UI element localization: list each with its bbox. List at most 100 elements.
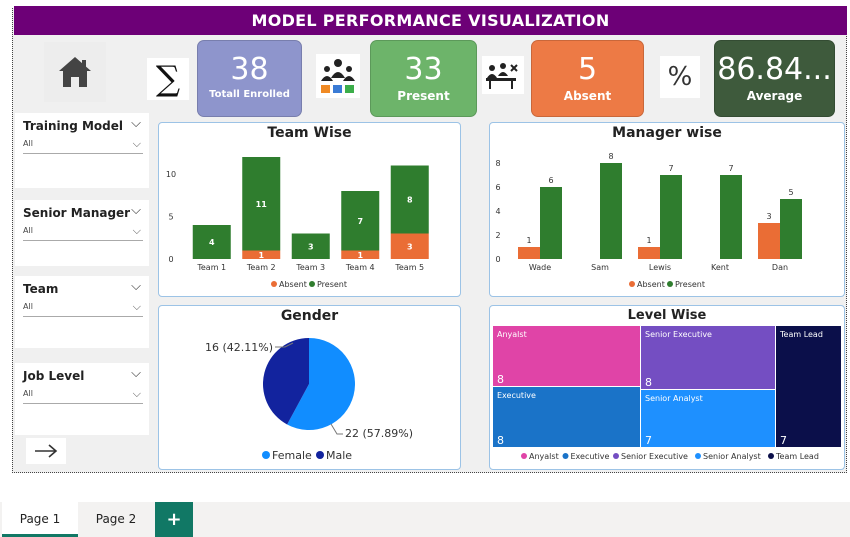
tile-value: 8 <box>497 434 504 447</box>
data-label: 8 <box>407 196 413 205</box>
data-label: 1 <box>526 236 531 245</box>
data-label: 7 <box>357 217 363 226</box>
people-chart-icon <box>316 54 360 98</box>
data-label: 1 <box>646 236 651 245</box>
slice-label: 16 (42.11%) <box>205 341 273 354</box>
slicer-value: All <box>23 226 33 235</box>
gender-pie-svg: 22 (57.89%) 16 (42.11%) Female Male <box>205 338 413 462</box>
tile-label: Executive <box>497 391 536 400</box>
slicer-job-level[interactable]: Job Level ⌵ All ⌵ <box>15 363 149 435</box>
legend-marker <box>521 453 527 459</box>
slicer-dropdown[interactable]: All ⌵ <box>23 137 143 154</box>
tile-value: 7 <box>645 434 652 447</box>
slicer-dropdown[interactable]: All ⌵ <box>23 224 143 241</box>
x-tick-label: Lewis <box>649 263 671 272</box>
y-tick-label: 2 <box>495 231 500 240</box>
bar-absent <box>518 247 540 259</box>
data-label: 11 <box>256 200 268 209</box>
bar-absent <box>390 233 429 259</box>
bar-present <box>341 191 380 251</box>
level-treemap-svg: Anyalst 8 Executive 8 Senior Executive 8 Senio… <box>493 326 841 461</box>
bar-absent <box>341 250 380 259</box>
data-label: 3 <box>407 242 413 251</box>
tab-page-1[interactable]: Page 1 <box>2 502 78 537</box>
kpi-label: Average <box>746 89 803 103</box>
legend-label: Anyalst <box>529 452 559 461</box>
legend-marker <box>309 281 315 287</box>
chevron-down-icon[interactable]: ⌵ <box>131 279 141 294</box>
legend-label: Male <box>326 449 352 462</box>
x-tick-label: Sam <box>591 263 609 272</box>
page-tabs-bar: Page 1 Page 2 + <box>0 502 850 537</box>
tab-page-2[interactable]: Page 2 <box>80 502 152 537</box>
treemap-tile <box>641 326 775 389</box>
kpi-value: 38 <box>230 52 269 87</box>
leader-line <box>330 423 343 435</box>
sigma-icon: ∑ <box>147 58 189 100</box>
legend-label: Present <box>317 280 347 289</box>
arrow-right-icon[interactable] <box>26 438 66 464</box>
chart-title: Gender <box>280 308 339 324</box>
kpi-total-enrolled: 38 Totall Enrolled <box>197 40 302 117</box>
bar-present <box>291 233 330 259</box>
chevron-down-icon[interactable]: ⌵ <box>132 137 141 150</box>
legend-marker <box>667 281 673 287</box>
bar-present <box>780 199 802 259</box>
chevron-down-icon[interactable]: ⌵ <box>131 366 141 381</box>
bar-absent <box>242 250 281 259</box>
chevron-down-icon[interactable]: ⌵ <box>132 224 141 237</box>
chart-title: Manager wise <box>612 125 722 141</box>
bar-present <box>390 165 429 234</box>
kpi-value: 33 <box>404 52 443 87</box>
chart-gender[interactable]: Gender 22 (57.89%) 16 (42.11%) Female Male <box>158 305 461 470</box>
treemap-tile <box>776 326 841 447</box>
kpi-label: Absent <box>563 89 612 103</box>
kpi-label: Present <box>397 89 450 103</box>
legend-marker <box>629 281 635 287</box>
legend-marker <box>262 451 270 459</box>
pie-slice-male <box>263 338 309 425</box>
bar-present <box>660 175 682 259</box>
chevron-down-icon[interactable]: ⌵ <box>131 116 141 131</box>
y-tick-label: 5 <box>168 213 173 222</box>
tile-label: Team Lead <box>779 330 823 339</box>
y-tick-label: 10 <box>166 170 176 179</box>
y-tick-label: 4 <box>495 207 500 216</box>
x-tick-label: Kent <box>711 263 729 272</box>
slicer-dropdown[interactable]: All ⌵ <box>23 387 143 404</box>
bar-present <box>540 187 562 259</box>
kpi-absent: 5 Absent <box>531 40 644 117</box>
y-tick-label: 0 <box>495 255 500 264</box>
slicer-team[interactable]: Team ⌵ All ⌵ <box>15 276 149 348</box>
add-page-button[interactable]: + <box>155 502 193 537</box>
legend-marker <box>271 281 277 287</box>
slicer-senior-manager[interactable]: Senior Manager ⌵ All ⌵ <box>15 200 149 266</box>
leader-line <box>275 342 294 348</box>
chevron-down-icon[interactable]: ⌵ <box>131 203 141 218</box>
legend-label: Executive <box>571 452 610 461</box>
chevron-down-icon[interactable]: ⌵ <box>132 300 141 313</box>
chart-level-wise[interactable]: Level Wise Anyalst 8 Executive 8 Senior Exec… <box>489 305 845 470</box>
chart-manager-wise[interactable]: Manager wise 0 2 4 6 8 1 6 Wade 8 Sam 1 7 Lewis 7 Kent… <box>489 122 845 297</box>
chart-title: Level Wise <box>627 308 707 323</box>
data-label: 7 <box>668 164 673 173</box>
meeting-absent-icon <box>482 56 524 94</box>
home-icon[interactable] <box>44 42 106 102</box>
legend-marker <box>695 453 701 459</box>
legend-marker <box>316 451 324 459</box>
slicer-title: Training Model <box>23 119 123 133</box>
slicer-training-model[interactable]: Training Model ⌵ All ⌵ <box>15 113 149 188</box>
data-label: 1 <box>357 251 363 260</box>
kpi-average: 86.84... Average <box>714 40 835 117</box>
data-label: 4 <box>209 238 215 247</box>
slicer-dropdown[interactable]: All ⌵ <box>23 300 143 317</box>
data-label: 1 <box>258 251 264 260</box>
slicer-value: All <box>23 139 33 148</box>
data-label: 7 <box>728 164 733 173</box>
treemap-tile <box>493 387 640 447</box>
page-title: MODEL PERFORMANCE VISUALIZATION <box>14 6 847 35</box>
chevron-down-icon[interactable]: ⌵ <box>132 387 141 400</box>
tab-label: Page 2 <box>95 512 137 526</box>
